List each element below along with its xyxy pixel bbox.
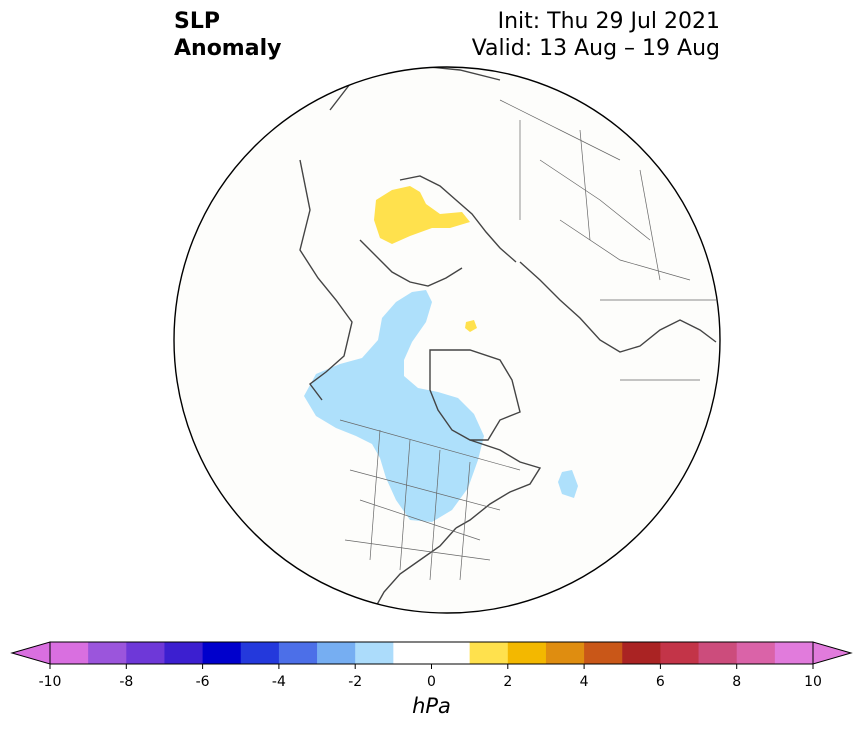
colorbar-extend-min	[10, 641, 51, 665]
colorbar-cell	[278, 642, 318, 664]
colorbar-tick-label: -8	[119, 674, 134, 690]
colorbar-tick-label: 8	[732, 674, 742, 690]
colorbar-cell	[202, 642, 242, 664]
anomaly-negative-atlantic	[558, 470, 578, 498]
colorbar-cell	[88, 642, 127, 664]
colorbar-unit-label: hPa	[412, 694, 451, 718]
title-line-2: Anomaly	[174, 36, 282, 61]
colorbar-cell	[240, 642, 280, 664]
colorbar-cell	[774, 642, 814, 664]
colorbar-cell	[584, 642, 623, 664]
date-info: Init: Thu 29 Jul 2021 Valid: 13 Aug – 19…	[472, 8, 720, 62]
colorbar-cell	[660, 642, 700, 664]
colorbar-cell	[317, 642, 356, 664]
colorbar-tick-label: 0	[427, 674, 436, 690]
colorbar-tick-label: -4	[271, 674, 286, 690]
init-date: Init: Thu 29 Jul 2021	[497, 9, 720, 34]
colorbar-cell	[469, 642, 509, 664]
colorbar-cell	[507, 642, 547, 664]
anomaly-positive-scandinavia	[374, 186, 470, 244]
map-disk	[174, 67, 720, 613]
colorbar-cell	[355, 642, 394, 664]
colorbar-tick-label: 6	[655, 674, 665, 690]
colorbar-cell	[736, 642, 776, 664]
borders	[339, 99, 716, 581]
map-boundary	[173, 66, 721, 614]
colorbar-cell	[393, 642, 432, 664]
colorbar-tick-label: -10	[38, 674, 62, 690]
colorbar-tick-label: 10	[804, 674, 822, 690]
colorbar-cell	[164, 642, 204, 664]
colorbar-tick-label: -2	[348, 674, 363, 690]
valid-range: Valid: 13 Aug – 19 Aug	[471, 36, 720, 61]
colorbar-cell	[698, 642, 738, 664]
title-line-1: SLP	[174, 9, 220, 34]
anomaly-positive-svalbard	[465, 320, 477, 332]
colorbar-tick-label: -6	[195, 674, 210, 690]
colorbar-cell	[50, 642, 89, 664]
colorbar-tick-label: 4	[579, 674, 589, 690]
colorbar-tick-label: 2	[503, 674, 513, 690]
colorbar-cell	[545, 642, 585, 664]
colorbar-cell	[431, 642, 471, 664]
colorbar-cell	[126, 642, 165, 664]
colorbar-extend-max	[812, 641, 853, 665]
polar-map	[173, 66, 721, 614]
colorbar-cell	[622, 642, 661, 664]
chart-title: SLP Anomaly	[174, 8, 281, 62]
